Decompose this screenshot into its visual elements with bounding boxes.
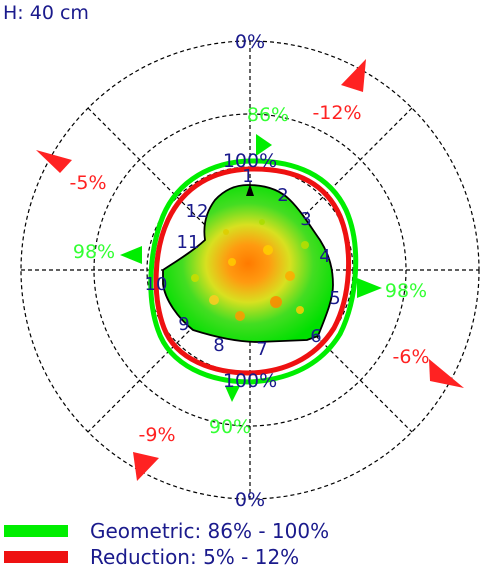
reduction-annotation-bottom-right: -6% (393, 346, 430, 368)
geometric-arrow-top (256, 134, 272, 156)
sector-number-10: 10 (145, 274, 168, 295)
geometric-annotation-left: 98% (73, 241, 115, 263)
sector-number-8: 8 (213, 335, 224, 356)
geometric-annotation-top: 86% (247, 104, 289, 126)
grid (20, 40, 480, 500)
grid-line-diag-2 (87, 107, 413, 433)
geometric-annotation-right: 98% (385, 280, 427, 302)
ring-label-outer-bottom: 0% (235, 489, 265, 511)
sector-number-3: 3 (300, 209, 311, 230)
reduction-arrow-bottom-right (429, 359, 464, 388)
sector-number-4: 4 (319, 246, 330, 267)
legend-geometric-label: Geometric: 86% - 100% (90, 519, 330, 543)
reduction-arrows (36, 59, 464, 481)
ring-label-inner: 100% (223, 150, 277, 172)
reduction-arrow-bottom-left (133, 452, 159, 481)
ring-label-outer-top: 0% (235, 31, 265, 53)
legend-geometric-swatch (4, 525, 68, 537)
reduction-annotation-bottom-left: -9% (139, 424, 176, 446)
geometric-arrow-right (357, 278, 382, 298)
sector-number-9: 9 (178, 314, 189, 335)
geometric-annotation-bottom: 90% (209, 416, 251, 438)
legend-geometric: Geometric: 86% - 100% (0, 519, 329, 543)
sector-number-5: 5 (329, 288, 340, 309)
sector-tick (246, 184, 254, 196)
ring-label-inner-bottom: 100% (223, 370, 277, 392)
sector-number-6: 6 (310, 326, 321, 347)
reduction-annotation-top-left: -5% (70, 172, 107, 194)
reduction-annotation-top-right: -12% (312, 102, 361, 124)
geometric-arrows (120, 134, 382, 402)
heatmap-region (162, 184, 334, 343)
reduction-arrow-top-left (36, 150, 72, 173)
geometric-arrow-left (120, 246, 142, 264)
legend-reduction: Reduction: 5% - 12% (0, 545, 299, 569)
sector-number-1: 1 (242, 166, 253, 187)
sector-number-12: 12 (186, 201, 209, 222)
heat-speckles (191, 219, 309, 321)
legend-reduction-label: Reduction: 5% - 12% (90, 545, 300, 569)
geometric-arrow-bottom (225, 386, 240, 402)
geometric-ring (148, 158, 359, 385)
sector-number-2: 2 (277, 185, 288, 206)
legend-reduction-swatch (4, 551, 68, 563)
reduction-ring (153, 166, 351, 376)
height-label: H: 40 cm (3, 2, 89, 24)
sector-number-11: 11 (177, 232, 200, 253)
grid-line-diag-1 (87, 107, 413, 433)
sector-number-7: 7 (256, 339, 267, 360)
reduction-arrow-top-right (341, 59, 366, 92)
